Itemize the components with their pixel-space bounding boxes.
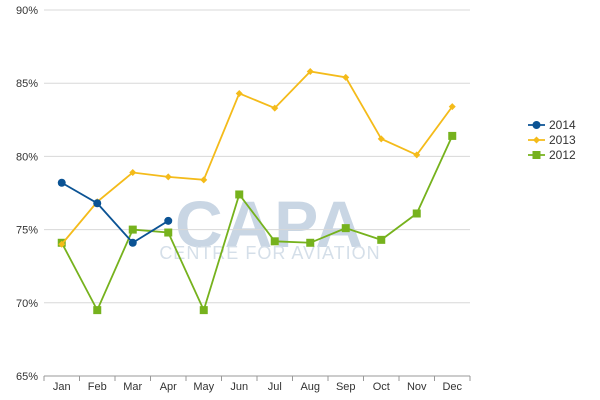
watermark-sub-text: CENTRE FOR AVIATION	[159, 243, 380, 263]
data-point	[270, 237, 279, 246]
series-2014	[57, 178, 173, 247]
data-point	[306, 238, 315, 247]
x-tick-label: Dec	[442, 381, 462, 393]
data-point	[128, 225, 137, 234]
data-point	[235, 190, 244, 199]
y-tick-label: 70%	[16, 298, 38, 310]
data-point	[200, 176, 208, 184]
series-2013	[58, 67, 456, 248]
legend-label: 2014	[549, 118, 576, 132]
data-point	[58, 240, 66, 248]
data-point	[235, 89, 243, 97]
x-tick-label: Oct	[373, 381, 390, 393]
data-point	[164, 228, 173, 237]
legend-label: 2012	[549, 148, 576, 162]
data-point	[129, 169, 137, 177]
y-axis: 65% 70% 75% 80% 85% 90%	[16, 5, 38, 383]
data-point	[164, 173, 172, 181]
legend-item-2013: 2013	[528, 133, 576, 147]
data-point	[342, 73, 350, 81]
data-point	[93, 199, 102, 208]
x-tick-label: Sep	[336, 381, 356, 393]
y-tick-label: 85%	[16, 78, 38, 90]
y-tick-label: 90%	[16, 5, 38, 17]
data-point	[532, 121, 541, 129]
capa-watermark: CAPA CENTRE FOR AVIATION	[159, 187, 380, 263]
legend-item-2014: 2014	[528, 118, 576, 132]
data-point	[341, 224, 350, 233]
data-point	[532, 151, 541, 159]
plot-area	[57, 67, 457, 315]
x-tick-label: Aug	[300, 381, 320, 393]
legend-item-2012: 2012	[528, 148, 576, 162]
data-point	[412, 209, 421, 218]
watermark-main-text: CAPA	[175, 187, 365, 261]
data-point	[93, 306, 102, 315]
x-tick-label: Jan	[53, 381, 71, 393]
x-tick-label: Mar	[123, 381, 142, 393]
data-point	[377, 135, 385, 143]
y-tick-label: 65%	[16, 371, 38, 383]
data-point	[271, 104, 279, 112]
x-tick-label: Feb	[88, 381, 107, 393]
y-tick-label: 80%	[16, 151, 38, 163]
series-line	[61, 70, 453, 245]
x-tick-label: Jun	[230, 381, 248, 393]
data-point	[413, 151, 421, 159]
data-point	[533, 136, 540, 144]
series-line	[60, 135, 454, 313]
x-tick-label: Apr	[160, 381, 177, 393]
data-point	[306, 67, 314, 75]
data-point	[128, 238, 137, 247]
data-point	[448, 131, 457, 140]
x-tick-label: May	[193, 381, 214, 393]
series-line	[61, 181, 169, 244]
legend-label: 2013	[549, 133, 576, 147]
data-point	[377, 235, 386, 244]
x-tick-label: Nov	[407, 381, 427, 393]
data-point	[199, 306, 208, 315]
y-tick-label: 75%	[16, 225, 38, 237]
x-axis: Jan Feb Mar Apr May Jun Jul Aug Sep Oct Nov Dec	[43, 376, 471, 393]
x-tick-label: Jul	[268, 381, 282, 393]
data-point	[57, 178, 66, 187]
data-point	[164, 216, 173, 225]
data-point	[448, 103, 456, 111]
